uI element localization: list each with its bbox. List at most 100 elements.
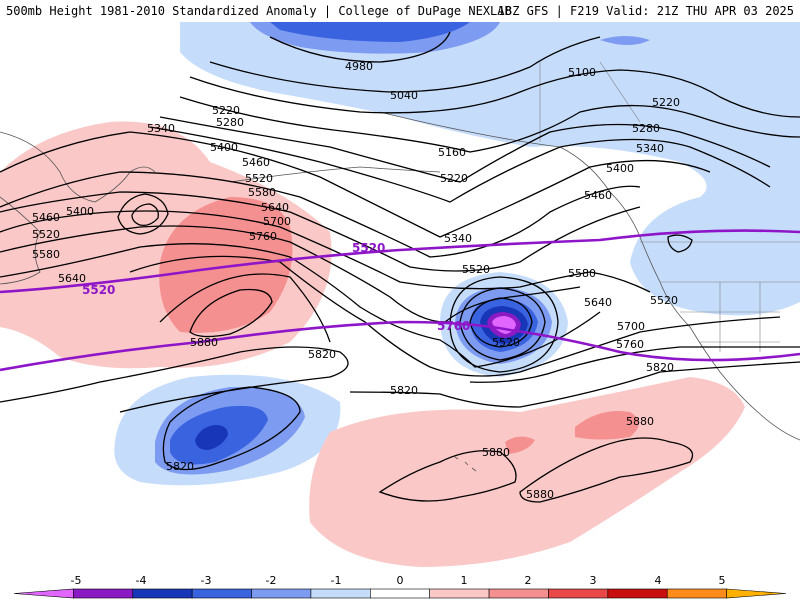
contour-5580-low (459, 287, 546, 361)
contour-label: 5100 (568, 66, 596, 79)
tick-label: -3 (201, 574, 212, 587)
contour-label: 5040 (390, 89, 418, 102)
contour-label: 5760 (249, 230, 277, 243)
colorbar-segments (13, 588, 787, 599)
colorbar-segment (310, 588, 371, 599)
colorbar-segment (726, 588, 787, 599)
contour-4980 (269, 31, 451, 63)
anomaly-map: 4980 5040 5100 5160 5220 5220 5220 5280 … (0, 22, 800, 573)
tick-label: -5 (71, 574, 82, 587)
tick-label: 1 (461, 574, 468, 587)
contour-label: 5520 (462, 263, 490, 276)
contour-label: 5820 (390, 384, 418, 397)
contour-5400 (0, 171, 641, 258)
model-run-info: 18Z GFS | F219 Valid: 21Z THU APR 03 202… (497, 4, 794, 18)
contour-labels: 4980 5040 5100 5160 5220 5220 5220 5280 … (32, 60, 680, 501)
anomaly-colorbar: -5 -4 -3 -2 -1 0 1 2 3 4 5 (0, 573, 800, 600)
contour-label: 5880 (526, 488, 554, 501)
contour-5520 (0, 210, 651, 293)
contour-label: 5820 (308, 348, 336, 361)
contour-label: 5820 (646, 361, 674, 374)
contour-label: 5580 (568, 267, 596, 280)
contour-label: 5760 (616, 338, 644, 351)
tick-label: 2 (525, 574, 532, 587)
contour-label: 5340 (636, 142, 664, 155)
colorbar-segment (73, 588, 134, 599)
contour-label: 5460 (242, 156, 270, 169)
contour-5580 (0, 225, 581, 323)
tick-label: 5 (719, 574, 726, 587)
tick-label: -2 (266, 574, 277, 587)
anomaly-neg2-north-b (600, 36, 650, 45)
ref-line-5520 (0, 229, 800, 294)
ref-label-5760: 5760 (437, 319, 470, 333)
contour-5700 (129, 255, 781, 377)
tick-label: 3 (590, 574, 597, 587)
contour-label: 5880 (482, 446, 510, 459)
contour-5460 (0, 191, 641, 272)
contour-5340-ring (117, 193, 169, 235)
tick-label: 0 (397, 574, 404, 587)
contour-label: 5640 (584, 296, 612, 309)
contour-label: 5520 (650, 294, 678, 307)
contour-5280 (149, 126, 771, 203)
contour-label: 5640 (261, 201, 289, 214)
colorbar-segment (607, 588, 668, 599)
contour-5880-a (189, 288, 273, 338)
anomaly-pos2-south-a (575, 411, 639, 440)
contour-5160 (179, 96, 800, 153)
contour-5880-b (378, 450, 517, 502)
colorbar-segment (548, 588, 609, 599)
contour-5520-low (469, 297, 533, 348)
tick-label: 4 (655, 574, 662, 587)
contour-label: 5340 (444, 232, 472, 245)
anomaly-pos2-northwest (159, 197, 293, 333)
anomaly-neg3-north-a (270, 22, 470, 42)
political-borders (539, 61, 800, 352)
coastlines (0, 111, 800, 472)
contour-label: 5880 (626, 415, 654, 428)
contour-label: 5700 (263, 215, 291, 228)
contour-5220 (159, 116, 771, 183)
anomaly-pos2-south-b (505, 436, 535, 454)
contour-label: 5460 (584, 189, 612, 202)
contour-label: 5400 (210, 141, 238, 154)
hawaii-islands (454, 456, 477, 472)
colorbar-segment (488, 588, 549, 599)
anomaly-neg1-east (697, 205, 800, 292)
contour-5100 (189, 69, 800, 118)
tick-label: -1 (331, 574, 342, 587)
contour-5400-ring (131, 203, 159, 226)
contour-5640-low (449, 276, 559, 373)
ref-label-5520-central: 5520 (352, 241, 385, 255)
contour-label: 5280 (216, 116, 244, 129)
low-center-label: 5520 (492, 336, 520, 349)
contour-label: 5220 (652, 96, 680, 109)
colorbar-segment (251, 588, 312, 599)
contour-label: 5220 (440, 172, 468, 185)
contour-label: 4980 (345, 60, 373, 73)
alaska-coastline (379, 111, 661, 283)
colorbar-segment (429, 588, 490, 599)
colorbar-segment (13, 588, 74, 599)
colorbar-segment (370, 588, 430, 599)
north-america-coastline (659, 281, 800, 441)
contour-5820 (0, 346, 800, 471)
map-header: 500mb Height 1981-2010 Standardized Anom… (0, 0, 800, 23)
colorbar-ticks: -5 -4 -3 -2 -1 0 1 2 3 4 5 (71, 574, 726, 587)
contour-label: 5640 (58, 272, 86, 285)
contour-label: 5820 (166, 460, 194, 473)
contour-label: 5700 (617, 320, 645, 333)
contour-5760 (159, 273, 800, 383)
contour-label: 5160 (438, 146, 466, 159)
reference-lines (0, 229, 800, 372)
tick-label: -4 (136, 574, 147, 587)
contour-5520-east (667, 234, 693, 253)
anomaly-neg4-southwest (195, 425, 228, 450)
colorbar-segment (132, 588, 193, 599)
contour-label: 5880 (190, 336, 218, 349)
contour-label: 5520 (32, 228, 60, 241)
contour-label: 5580 (32, 248, 60, 261)
colorbar-segment (191, 588, 252, 599)
contour-label: 5340 (147, 122, 175, 135)
